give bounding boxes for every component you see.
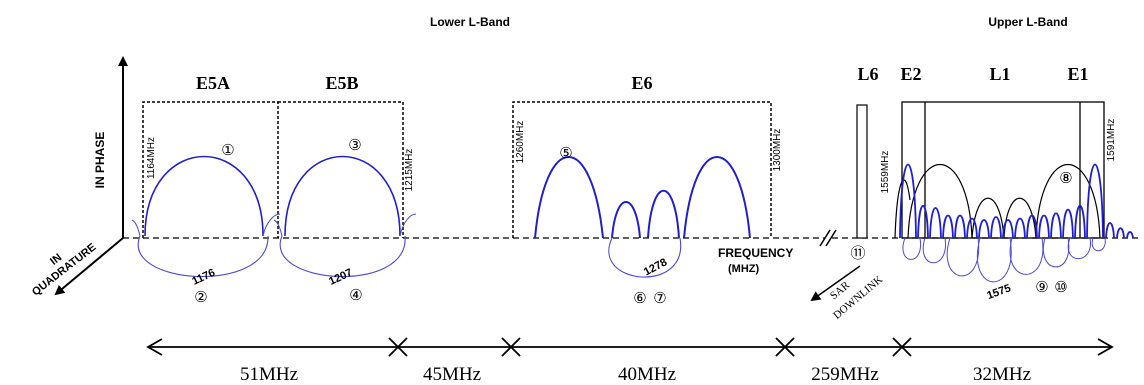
signal-marker-6: ⑥ [633,291,646,307]
axis-break-mark [819,229,831,247]
e1-band-label: E1 [1067,64,1088,84]
in-quadrature-label: INQUADRATURE [22,231,98,298]
signal-marker-3: ③ [348,138,361,154]
freq-label-1260: 1260MHz [515,121,526,164]
center-label-1207: 1207 [327,267,354,288]
span-label-32mhz: 32MHz [973,364,1031,385]
axis-break-mark [825,229,837,247]
e5b-quadrature-lobe [279,235,406,278]
signal-marker-4: ④ [349,288,362,304]
signal-marker-8: ⑧ [1059,171,1072,187]
e6-band-box [512,101,772,238]
in-quadrature-axis [54,237,124,296]
span-label-51mhz: 51MHz [240,364,298,385]
l1-quadrature-lobes [902,237,1106,283]
bandwidth-span-arrows [146,337,1114,357]
freq-label-1591: 1591MHz [1106,119,1117,162]
l1-band-label: L1 [989,64,1010,84]
e6-lobe-left [534,156,604,239]
e6-quadrature-lobe [608,237,682,278]
e6-lobe-mid-left [611,201,641,239]
freq-label-1164: 1164MHz [146,137,157,179]
center-label-1176: 1176 [190,267,217,288]
e5a-quadrature-lobe [137,235,269,278]
freq-label-1300: 1300MHz [772,129,783,172]
lower-l-band-header: Lower L-Band [430,15,510,29]
span-label-259mhz: 259MHz [811,364,879,385]
e5a-band-box [142,101,279,238]
e2-band-label: E2 [900,64,921,84]
e5a-in-phase-lobe [144,155,264,237]
signal-marker-9: ⑨ [1035,280,1048,296]
center-label-1278: 1278 [642,256,669,278]
span-label-40mhz: 40MHz [618,364,676,385]
upper-l-band-header: Upper L-Band [988,15,1067,29]
e5b-in-phase-lobe [284,155,401,237]
span-label-45mhz: 45MHz [423,364,481,385]
frequency-unit-label: (MHZ) [728,263,759,275]
freq-label-1559: 1559MHz [880,151,891,194]
signal-marker-11: ⑪ [850,245,865,262]
in-phase-label: IN PHASE [93,132,107,189]
e5b-band-label: E5B [325,73,358,93]
signal-marker-7: ⑦ [653,291,666,307]
e6-band-label: E6 [631,73,652,93]
signal-marker-5: ⑤ [559,146,572,162]
frequency-label: FREQUENCY [718,246,793,260]
signal-marker-10: ⑩ [1054,280,1067,296]
e5a-band-label: E5A [196,73,230,93]
center-label-1575: 1575 [985,282,1012,302]
e6-lobe-mid-right [647,190,680,239]
l1-signal-blue-lobes [899,163,1134,239]
l6-band-bar [856,104,868,239]
e6-lobe-right [683,156,751,239]
l6-band-label: L6 [857,64,878,84]
e5b-band-box [278,101,404,238]
sar-downlink-arrow [810,265,861,302]
signal-marker-2: ② [194,290,207,306]
freq-label-1215: 1215MHz [404,149,415,192]
signal-marker-1: ① [221,143,234,159]
